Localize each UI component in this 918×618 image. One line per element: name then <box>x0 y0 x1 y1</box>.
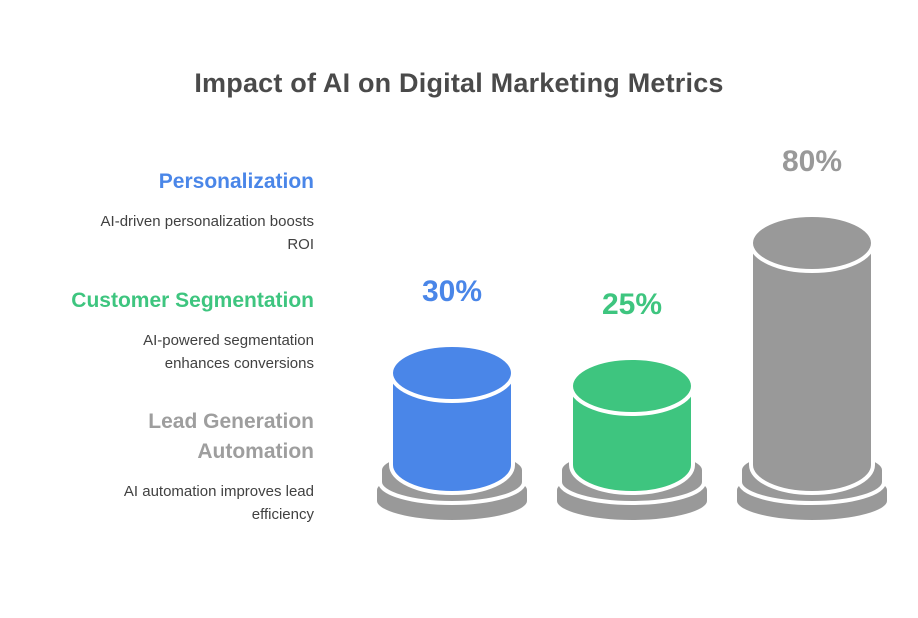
bar-cylinder-body <box>569 384 695 495</box>
page-title: Impact of AI on Digital Marketing Metric… <box>194 68 724 98</box>
legend-description: AI-powered segmentation enhances convers… <box>143 332 314 372</box>
legend-item-personalization: Personalization AI-driven personalization… <box>14 167 314 256</box>
bar-value-label: 80% <box>782 145 842 178</box>
legend-heading: Customer Segmentation <box>71 289 314 312</box>
legend-item-lead-generation-automation: Lead Generation Automation AI automation … <box>14 407 314 526</box>
bar-personalization: 30% <box>373 275 531 524</box>
bar-cylinder-cap <box>389 343 515 403</box>
legend-item-customer-segmentation: Customer Segmentation AI-powered segmenta… <box>14 286 314 375</box>
legend-description: AI-driven personalization boosts ROI <box>100 213 314 253</box>
legend: Personalization AI-driven personalization… <box>14 0 314 618</box>
bar-cylinder-cap <box>569 356 695 416</box>
legend-description: AI automation improves lead efficiency <box>123 483 314 523</box>
bar-value-label: 30% <box>422 275 482 308</box>
legend-heading: Lead Generation Automation <box>148 410 314 463</box>
bar-customer-segmentation: 25% <box>553 288 711 524</box>
legend-heading: Personalization <box>158 170 314 193</box>
bar-value-label: 25% <box>602 288 662 321</box>
bar-lead-generation-automation: 80% <box>733 145 891 524</box>
bar-cylinder-cap <box>749 213 875 273</box>
bar-cylinder-body <box>749 241 875 495</box>
bar-cylinder-body <box>389 371 515 495</box>
